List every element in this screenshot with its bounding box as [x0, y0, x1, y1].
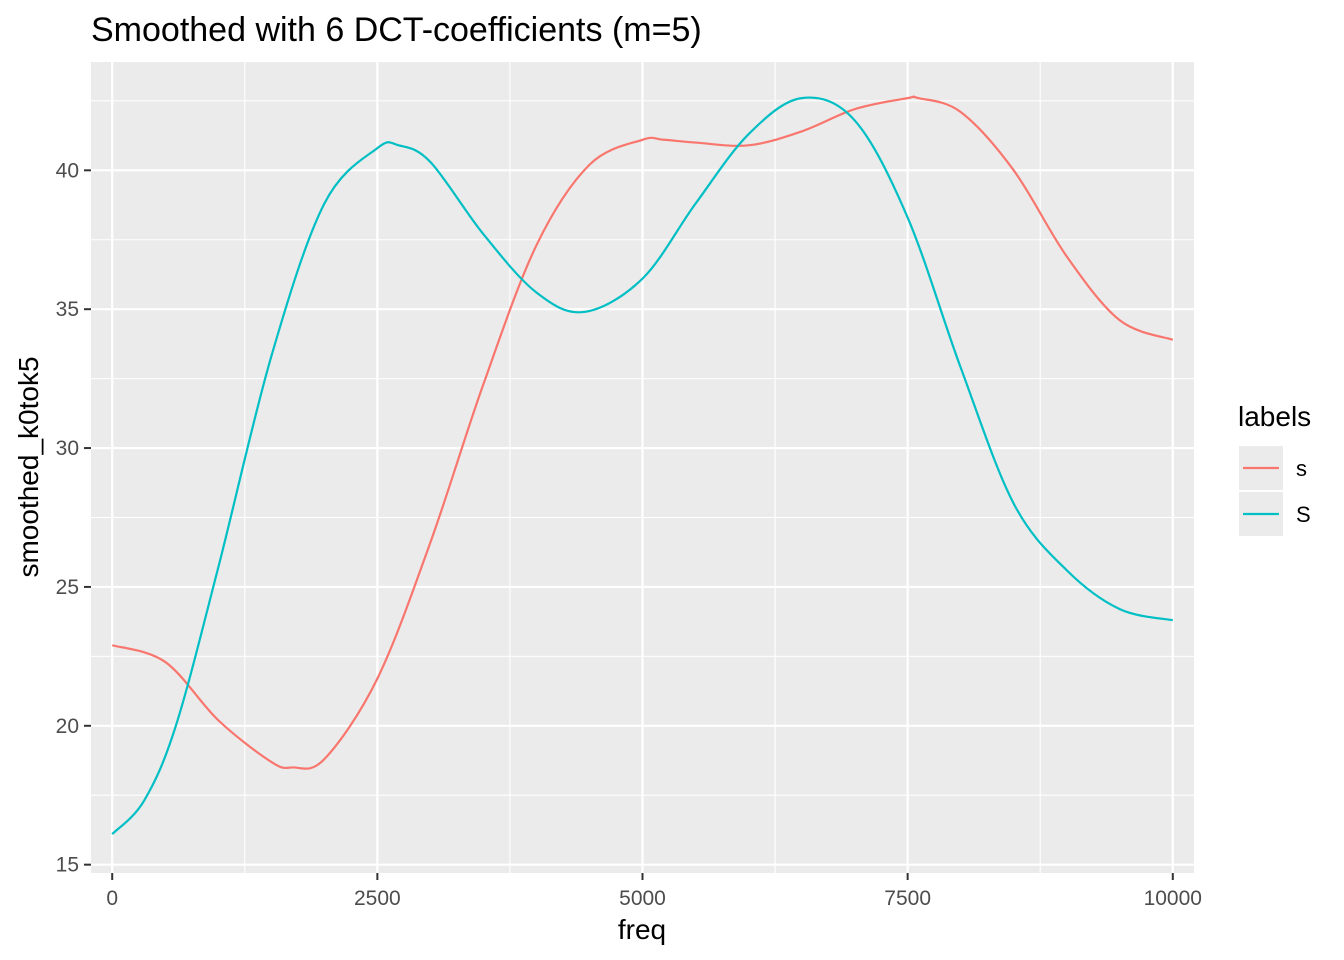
series-line-s	[111, 95, 1174, 770]
series-layer	[111, 95, 1174, 835]
x-tick-label: 7500	[884, 887, 931, 910]
x-tick-label: 0	[106, 887, 118, 910]
y-axis-ticks: 15 20 25 30 35 40	[56, 159, 91, 877]
legend-title: labels	[1238, 401, 1311, 432]
y-tick-label: 30	[56, 437, 79, 460]
y-tick-label: 40	[56, 159, 79, 182]
chart-title: Smoothed with 6 DCT-coefficients (m=5)	[91, 11, 702, 49]
x-tick-label: 5000	[619, 887, 666, 910]
y-axis-title: smoothed_k0tok5	[13, 356, 44, 577]
legend: labels sS	[1238, 401, 1311, 536]
y-tick-label: 25	[56, 576, 79, 599]
x-tick-label: 2500	[354, 887, 401, 910]
x-tick-label: 10000	[1144, 887, 1202, 910]
major-gridlines	[91, 62, 1194, 873]
legend-label: S	[1296, 502, 1311, 527]
x-axis-ticks: 0 2500 5000 7500 10000	[106, 873, 1202, 910]
legend-label: s	[1296, 456, 1307, 481]
series-line-S	[111, 96, 1174, 835]
y-tick-label: 35	[56, 298, 79, 321]
y-tick-label: 20	[56, 715, 79, 738]
x-axis-title: freq	[618, 914, 666, 945]
legend-items: sS	[1239, 446, 1311, 536]
y-tick-label: 15	[56, 854, 79, 877]
